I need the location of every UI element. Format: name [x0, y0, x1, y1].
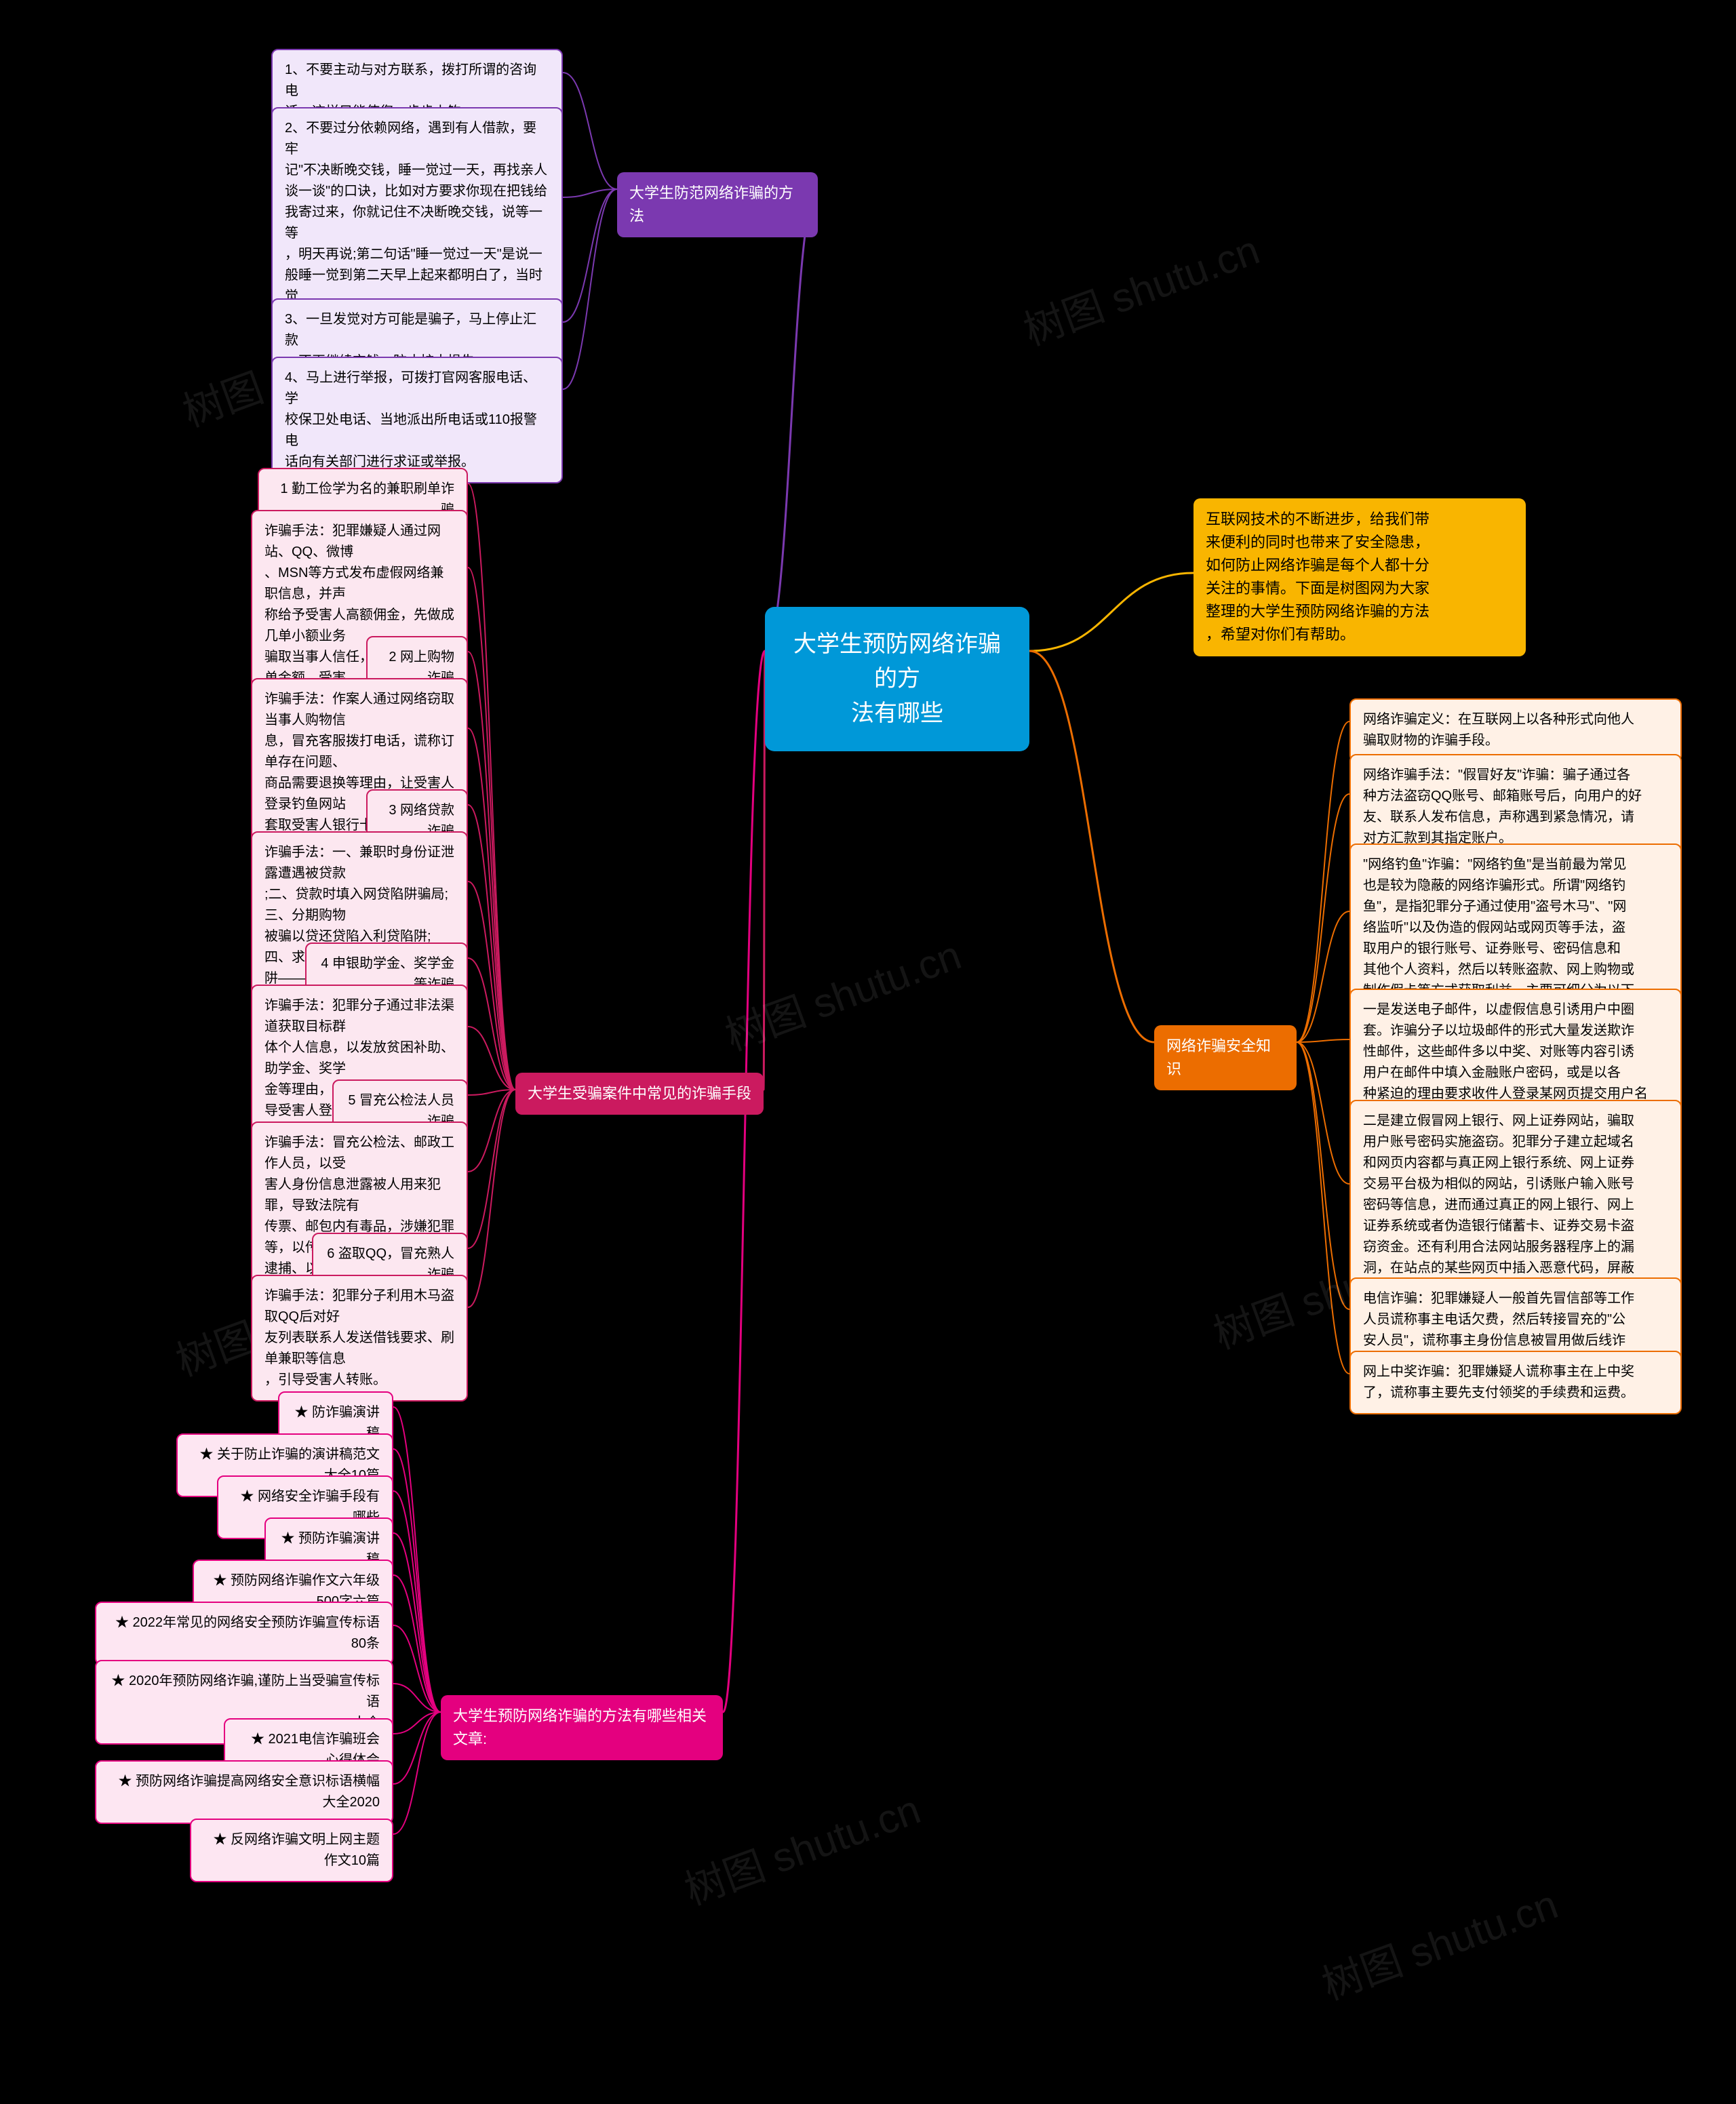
connector	[468, 1027, 515, 1090]
connector	[393, 1533, 441, 1712]
leaf-methods-3: 4、马上进行举报，可拨打官网客服电话、学校保卫处电话、当地派出所电话或110报警…	[271, 357, 563, 483]
branch-methods: 大学生防范网络诈骗的方法	[617, 172, 818, 237]
connector	[393, 1684, 441, 1712]
connector	[765, 189, 818, 651]
connector	[393, 1491, 441, 1712]
connector	[393, 1449, 441, 1712]
connector	[723, 651, 765, 1712]
watermark: 树图 shutu.cn	[1014, 217, 1266, 357]
connector	[563, 189, 617, 322]
connector	[563, 189, 617, 197]
branch-related: 大学生预防网络诈骗的方法有哪些相关文章:	[441, 1695, 723, 1760]
connector	[1297, 721, 1349, 1042]
leaf-cases-11: 诈骗手法：犯罪分子利用木马盗取QQ后对好友列表联系人发送借钱要求、刷单兼职等信息…	[251, 1275, 468, 1402]
leaf-related-8: ★ 预防网络诈骗提高网络安全意识标语横幅大全2020	[95, 1760, 393, 1824]
connector	[563, 73, 617, 189]
connector	[468, 1090, 515, 1095]
connector	[393, 1712, 441, 1784]
connector	[1297, 911, 1349, 1042]
connector	[1297, 1042, 1349, 1184]
connector	[1297, 1042, 1349, 1374]
connector	[468, 728, 515, 1090]
branch-cases: 大学生受骗案件中常见的诈骗手段	[515, 1073, 764, 1115]
connector	[1297, 794, 1349, 1042]
connector	[468, 1090, 515, 1307]
connector	[468, 1090, 515, 1248]
branch-knowledge: 网络诈骗安全知识	[1154, 1025, 1297, 1090]
connector	[393, 1712, 441, 1734]
branch-intro: 互联网技术的不断进步，给我们带来便利的同时也带来了安全隐患，如何防止网络诈骗是每…	[1194, 498, 1526, 656]
connector	[393, 1575, 441, 1712]
leaf-knowledge-0: 网络诈骗定义：在互联网上以各种形式向他人骗取财物的诈骗手段。	[1349, 698, 1682, 762]
watermark: 树图 shutu.cn	[1313, 1871, 1564, 2011]
connector	[468, 805, 515, 1090]
connector	[468, 881, 515, 1090]
central-topic: 大学生预防网络诈骗的方法有哪些	[765, 607, 1029, 751]
connector	[468, 483, 515, 1090]
connector	[393, 1407, 441, 1712]
watermark: 树图 shutu.cn	[675, 1777, 927, 1916]
connector	[1029, 573, 1194, 651]
connector	[1029, 651, 1154, 1042]
connector	[563, 189, 617, 389]
connector	[393, 1712, 441, 1834]
connector	[468, 568, 515, 1090]
watermark: 树图 shutu.cn	[716, 922, 968, 1062]
connector	[393, 1625, 441, 1712]
leaf-knowledge-6: 网上中奖诈骗：犯罪嫌疑人谎称事主在上中奖了，谎称事主要先支付领奖的手续费和运费。	[1349, 1351, 1682, 1414]
connector	[1297, 1039, 1349, 1042]
connector	[1297, 1042, 1349, 1309]
leaf-related-9: ★ 反网络诈骗文明上网主题作文10篇	[190, 1819, 393, 1882]
connector	[468, 958, 515, 1090]
leaf-related-5: ★ 2022年常见的网络安全预防诈骗宣传标语80条	[95, 1602, 393, 1665]
connector	[468, 652, 515, 1090]
connector	[468, 1090, 515, 1172]
